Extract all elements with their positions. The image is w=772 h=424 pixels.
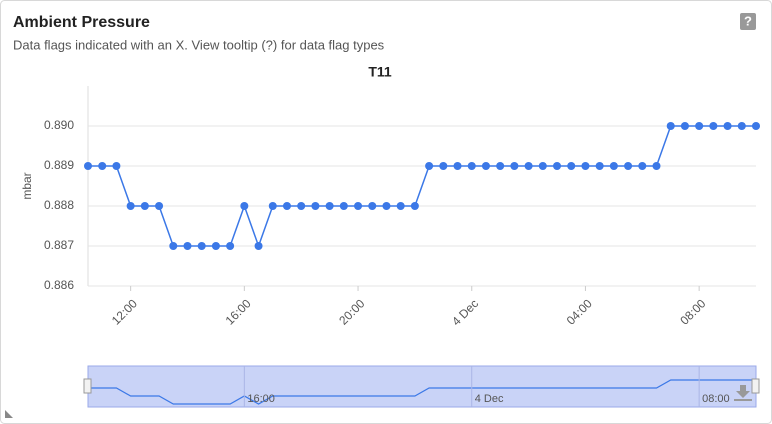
card-subtitle: Data flags indicated with an X. View too… xyxy=(13,37,385,52)
data-point xyxy=(84,162,92,170)
data-point xyxy=(282,202,291,210)
data-point xyxy=(410,202,419,210)
data-point xyxy=(325,202,334,210)
navigator-tick-label: 08:00 xyxy=(702,393,730,405)
data-point xyxy=(723,122,732,130)
navigator[interactable] xyxy=(87,365,757,408)
data-point xyxy=(481,162,490,170)
data-point xyxy=(226,242,235,250)
data-point xyxy=(453,162,462,170)
data-point xyxy=(140,202,149,210)
navigator-tick-label: 4 Dec xyxy=(475,393,504,405)
data-point xyxy=(737,122,746,130)
data-point xyxy=(652,162,661,170)
chart-title: T11 xyxy=(368,64,392,80)
resize-handle[interactable] xyxy=(5,410,13,418)
data-point xyxy=(197,242,206,250)
data-point xyxy=(368,202,377,210)
data-point xyxy=(624,162,633,170)
data-point xyxy=(98,162,107,170)
data-point xyxy=(609,162,618,170)
data-point xyxy=(680,122,689,130)
data-point xyxy=(112,162,121,170)
data-point xyxy=(496,162,505,170)
data-point xyxy=(439,162,448,170)
help-icon[interactable]: ? xyxy=(740,13,756,30)
data-point xyxy=(709,122,718,130)
data-point xyxy=(467,162,476,170)
data-point xyxy=(553,162,562,170)
y-tick-label: 0.886 xyxy=(44,278,74,292)
data-point xyxy=(567,162,576,170)
data-point xyxy=(524,162,533,170)
data-point xyxy=(396,202,405,210)
data-point xyxy=(354,202,363,210)
data-point xyxy=(666,122,675,130)
navigator-handle-left[interactable] xyxy=(83,378,92,394)
svg-text:?: ? xyxy=(744,13,752,28)
data-point xyxy=(155,202,164,210)
data-point xyxy=(297,202,306,210)
download-icon[interactable] xyxy=(734,385,752,401)
data-point xyxy=(183,242,192,250)
card-title: Ambient Pressure xyxy=(13,14,150,31)
data-point xyxy=(510,162,519,170)
navigator-tick-label: 16:00 xyxy=(247,393,275,405)
data-point xyxy=(169,242,178,250)
data-point xyxy=(268,202,277,210)
data-point xyxy=(695,122,704,130)
data-point xyxy=(254,242,263,250)
navigator-line xyxy=(88,379,756,405)
data-point xyxy=(638,162,647,170)
data-point xyxy=(538,162,547,170)
y-tick-label: 0.888 xyxy=(44,198,74,212)
y-tick-label: 0.889 xyxy=(44,158,74,172)
y-axis-label: mbar xyxy=(20,172,34,199)
data-point xyxy=(240,202,249,210)
data-point xyxy=(311,202,320,210)
data-point xyxy=(382,202,391,210)
data-point xyxy=(339,202,348,210)
data-point xyxy=(581,162,590,170)
data-point xyxy=(752,122,760,130)
y-tick-label: 0.890 xyxy=(44,118,74,132)
data-point xyxy=(211,242,220,250)
navigator-handle-right[interactable] xyxy=(751,378,760,394)
data-point xyxy=(595,162,604,170)
data-point xyxy=(126,202,135,210)
data-point xyxy=(425,162,434,170)
y-tick-label: 0.887 xyxy=(44,238,74,252)
